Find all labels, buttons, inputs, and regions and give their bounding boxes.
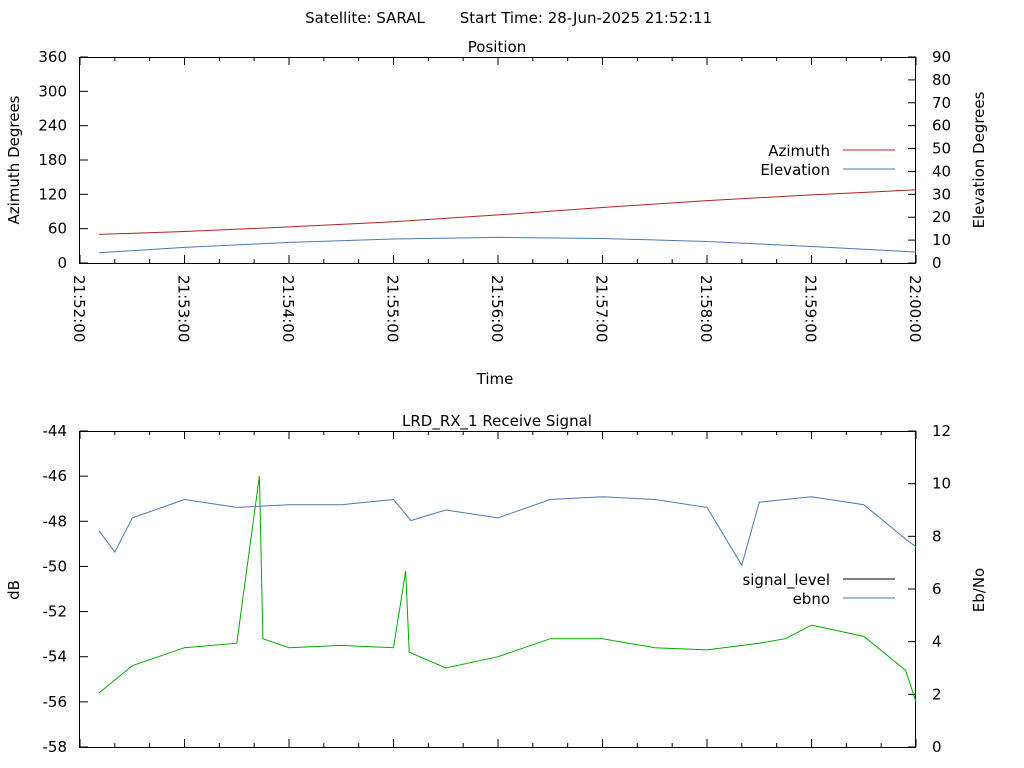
y-tick-label: 240 [38, 117, 67, 135]
signal-plot-frame [79, 431, 916, 748]
y-tick-label: 0 [57, 254, 67, 272]
position-chart-title: Position [468, 38, 526, 56]
signal-chart-title: LRD_RX_1 Receive Signal [402, 412, 592, 431]
y2-tick-label: 12 [932, 422, 951, 440]
y2-tick-label: 6 [932, 580, 942, 598]
signal-y2-axis-title: Eb/No [970, 568, 988, 612]
signal-chart: LRD_RX_1 Receive Signal dB Eb/No -58 -56 -… [5, 412, 988, 756]
satellite-label: Satellite: SARAL [305, 9, 425, 27]
position-chart: Position Azimuth Degrees Elevation Degre… [5, 38, 988, 388]
y2-tick-label: 40 [932, 162, 951, 180]
y2-tick-label: 90 [932, 48, 951, 66]
y-tick-label: -48 [43, 512, 68, 530]
x-tick-label: 21:55:00 [384, 275, 402, 342]
y-tick-label: -50 [43, 557, 68, 575]
y2-tick-label: 20 [932, 208, 951, 226]
y-tick-label: -58 [43, 738, 68, 756]
y-tick-label: -46 [43, 467, 68, 485]
signal-y-axis-title: dB [5, 580, 23, 600]
legend-label-elevation: Elevation [760, 161, 830, 179]
x-tick-label: 21:58:00 [697, 275, 715, 342]
x-tick-label: 21:59:00 [802, 275, 820, 342]
y2-tick-label: 10 [932, 475, 951, 493]
y-tick-label: 120 [38, 185, 67, 203]
x-tick-label: 21:56:00 [488, 275, 506, 342]
y-tick-label: -44 [43, 422, 68, 440]
y-tick-label: 180 [38, 151, 67, 169]
x-tick-label: 22:00:00 [906, 275, 924, 342]
y2-tick-label: 0 [932, 738, 942, 756]
legend-label-ebno: ebno [793, 590, 830, 608]
y-tick-label: 360 [38, 48, 67, 66]
position-legend: Azimuth Elevation [760, 142, 830, 179]
series-line-azimuth [99, 189, 917, 235]
x-tick-label: 21:54:00 [279, 275, 297, 342]
x-tick-label: 21:57:00 [593, 275, 611, 342]
y2-tick-label: 60 [932, 117, 951, 135]
y-tick-label: 60 [48, 220, 67, 238]
series-line-signal-level [98, 476, 917, 703]
y2-tick-label: 4 [932, 633, 942, 651]
signal-legend: signal_level ebno [742, 571, 830, 608]
y2-tick-label: 0 [932, 254, 942, 272]
y-tick-label: -56 [43, 693, 68, 711]
y2-tick-label: 8 [932, 527, 942, 545]
x-tick-label: 21:52:00 [70, 275, 88, 342]
position-y2-axis-title: Elevation Degrees [970, 91, 988, 228]
y-tick-label: -52 [43, 603, 68, 621]
legend-label-signal-level: signal_level [742, 571, 830, 590]
y2-tick-label: 80 [932, 71, 951, 89]
position-x-axis-title: Time [476, 370, 514, 388]
y2-tick-label: 30 [932, 185, 951, 203]
y2-tick-label: 2 [932, 685, 942, 703]
y-tick-label: -54 [43, 648, 68, 666]
series-line-elevation [99, 236, 917, 254]
y2-tick-label: 50 [932, 140, 951, 158]
position-y-axis-title: Azimuth Degrees [5, 95, 23, 224]
y2-tick-label: 70 [932, 94, 951, 112]
series-line-ebno [98, 496, 917, 567]
y2-tick-label: 10 [932, 231, 951, 249]
legend-label-azimuth: Azimuth [768, 142, 830, 160]
start-time-label: Start Time: 28-Jun-2025 21:52:11 [460, 9, 712, 27]
x-tick-label: 21:53:00 [175, 275, 193, 342]
y-tick-label: 300 [38, 82, 67, 100]
